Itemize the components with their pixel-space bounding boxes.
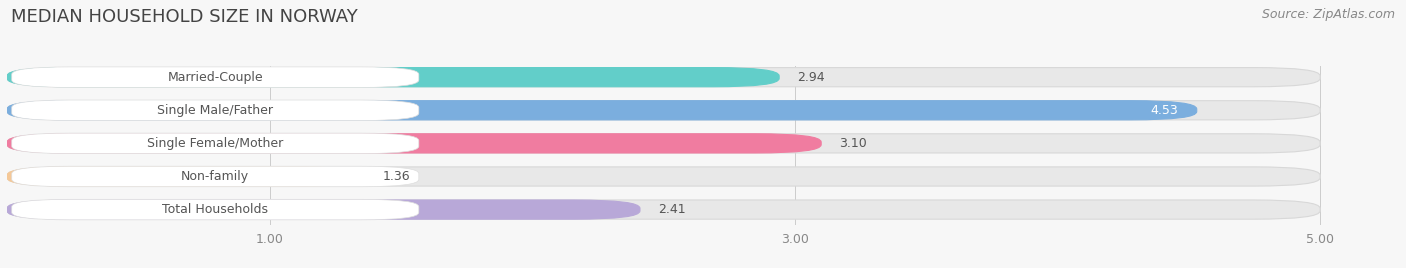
FancyBboxPatch shape bbox=[7, 101, 1197, 120]
FancyBboxPatch shape bbox=[11, 199, 419, 220]
FancyBboxPatch shape bbox=[11, 100, 419, 121]
Text: Non-family: Non-family bbox=[181, 170, 249, 183]
FancyBboxPatch shape bbox=[7, 134, 821, 153]
Text: Single Male/Father: Single Male/Father bbox=[157, 104, 273, 117]
FancyBboxPatch shape bbox=[7, 200, 640, 219]
Text: 2.94: 2.94 bbox=[797, 71, 825, 84]
Text: 1.36: 1.36 bbox=[382, 170, 411, 183]
Text: MEDIAN HOUSEHOLD SIZE IN NORWAY: MEDIAN HOUSEHOLD SIZE IN NORWAY bbox=[11, 8, 359, 26]
Text: Single Female/Mother: Single Female/Mother bbox=[148, 137, 284, 150]
Text: Source: ZipAtlas.com: Source: ZipAtlas.com bbox=[1261, 8, 1395, 21]
FancyBboxPatch shape bbox=[7, 68, 1320, 87]
Text: Total Households: Total Households bbox=[162, 203, 269, 216]
Text: Married-Couple: Married-Couple bbox=[167, 71, 263, 84]
Text: 3.10: 3.10 bbox=[839, 137, 868, 150]
FancyBboxPatch shape bbox=[11, 133, 419, 154]
FancyBboxPatch shape bbox=[7, 167, 364, 186]
FancyBboxPatch shape bbox=[11, 166, 419, 187]
FancyBboxPatch shape bbox=[7, 101, 1320, 120]
Text: 4.53: 4.53 bbox=[1150, 104, 1178, 117]
Text: 2.41: 2.41 bbox=[658, 203, 686, 216]
FancyBboxPatch shape bbox=[7, 167, 1320, 186]
FancyBboxPatch shape bbox=[7, 68, 779, 87]
FancyBboxPatch shape bbox=[11, 67, 419, 87]
FancyBboxPatch shape bbox=[7, 134, 1320, 153]
FancyBboxPatch shape bbox=[7, 200, 1320, 219]
